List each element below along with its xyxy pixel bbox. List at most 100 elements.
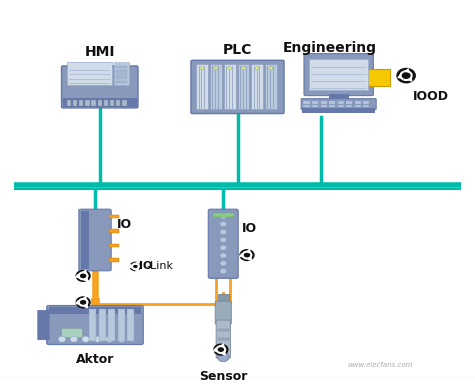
Bar	[210, 64, 222, 109]
Bar	[312, 101, 318, 104]
Bar	[265, 64, 277, 109]
Bar	[213, 254, 219, 257]
Circle shape	[220, 221, 227, 227]
Circle shape	[220, 261, 227, 266]
Text: HMI: HMI	[85, 45, 115, 59]
Bar	[304, 101, 310, 104]
Circle shape	[213, 343, 228, 356]
Bar	[304, 105, 310, 107]
Circle shape	[94, 336, 102, 342]
FancyBboxPatch shape	[301, 99, 376, 110]
Bar	[109, 229, 119, 233]
Bar	[302, 109, 375, 113]
FancyBboxPatch shape	[208, 209, 238, 278]
Bar	[251, 64, 263, 109]
Bar	[89, 309, 96, 341]
Bar	[224, 64, 236, 109]
Bar	[63, 99, 137, 107]
Bar	[355, 101, 361, 104]
Bar	[227, 267, 234, 270]
Bar	[329, 105, 335, 107]
Bar	[91, 100, 96, 106]
Bar	[49, 307, 142, 314]
Circle shape	[228, 67, 232, 70]
Circle shape	[76, 296, 91, 308]
Bar	[363, 105, 370, 107]
Bar	[61, 328, 82, 337]
Bar	[346, 105, 352, 107]
Circle shape	[241, 67, 245, 70]
Text: Engineering: Engineering	[283, 41, 377, 55]
Circle shape	[239, 249, 255, 261]
Text: IO: IO	[139, 261, 152, 271]
Bar	[116, 73, 127, 75]
FancyBboxPatch shape	[216, 320, 230, 358]
FancyBboxPatch shape	[38, 310, 50, 340]
Bar	[321, 101, 327, 104]
Bar	[118, 309, 124, 341]
Bar	[196, 64, 208, 109]
Circle shape	[118, 336, 125, 342]
Text: PLC: PLC	[223, 43, 252, 57]
Circle shape	[58, 336, 66, 342]
Circle shape	[220, 214, 227, 219]
Circle shape	[220, 268, 227, 274]
Circle shape	[220, 229, 227, 235]
FancyBboxPatch shape	[215, 301, 231, 324]
Bar	[116, 100, 121, 106]
Bar	[329, 94, 349, 99]
Circle shape	[220, 253, 227, 258]
Bar	[109, 244, 119, 247]
FancyBboxPatch shape	[47, 306, 143, 345]
Circle shape	[200, 67, 204, 70]
FancyBboxPatch shape	[191, 60, 284, 114]
FancyBboxPatch shape	[79, 209, 111, 271]
Circle shape	[220, 245, 227, 250]
Bar	[104, 100, 108, 106]
Circle shape	[269, 67, 273, 70]
Bar	[309, 59, 368, 90]
Bar	[73, 100, 77, 106]
Circle shape	[129, 262, 142, 271]
Text: www.elecfans.com: www.elecfans.com	[347, 363, 413, 368]
Bar	[238, 64, 249, 109]
Text: Sensor: Sensor	[199, 370, 247, 383]
Bar	[79, 100, 84, 106]
Bar	[338, 105, 344, 107]
Bar	[66, 100, 71, 106]
Text: IOOD: IOOD	[413, 90, 449, 103]
Text: -Link: -Link	[146, 261, 173, 271]
Circle shape	[82, 336, 89, 342]
FancyBboxPatch shape	[366, 69, 389, 86]
Bar	[116, 77, 127, 79]
Bar	[127, 309, 134, 341]
Bar	[123, 100, 126, 106]
Circle shape	[70, 336, 77, 342]
Bar	[346, 101, 352, 104]
Bar	[110, 100, 114, 106]
Bar	[329, 101, 335, 104]
Bar	[355, 105, 361, 107]
Circle shape	[218, 353, 229, 362]
Circle shape	[396, 68, 416, 84]
Circle shape	[256, 67, 259, 70]
FancyBboxPatch shape	[62, 66, 138, 108]
Bar	[66, 62, 113, 85]
Bar	[213, 267, 219, 270]
Bar	[81, 211, 89, 269]
Bar	[86, 100, 89, 106]
Bar	[212, 213, 234, 218]
Bar	[109, 258, 119, 262]
Bar	[116, 81, 127, 83]
Bar	[109, 215, 119, 218]
Bar	[363, 101, 370, 104]
Bar	[116, 70, 127, 72]
Circle shape	[76, 270, 91, 282]
Circle shape	[214, 67, 218, 70]
Bar	[98, 100, 102, 106]
Bar	[218, 294, 229, 304]
Circle shape	[220, 237, 227, 243]
Bar	[218, 338, 229, 340]
Bar	[321, 105, 327, 107]
Bar	[114, 62, 129, 85]
